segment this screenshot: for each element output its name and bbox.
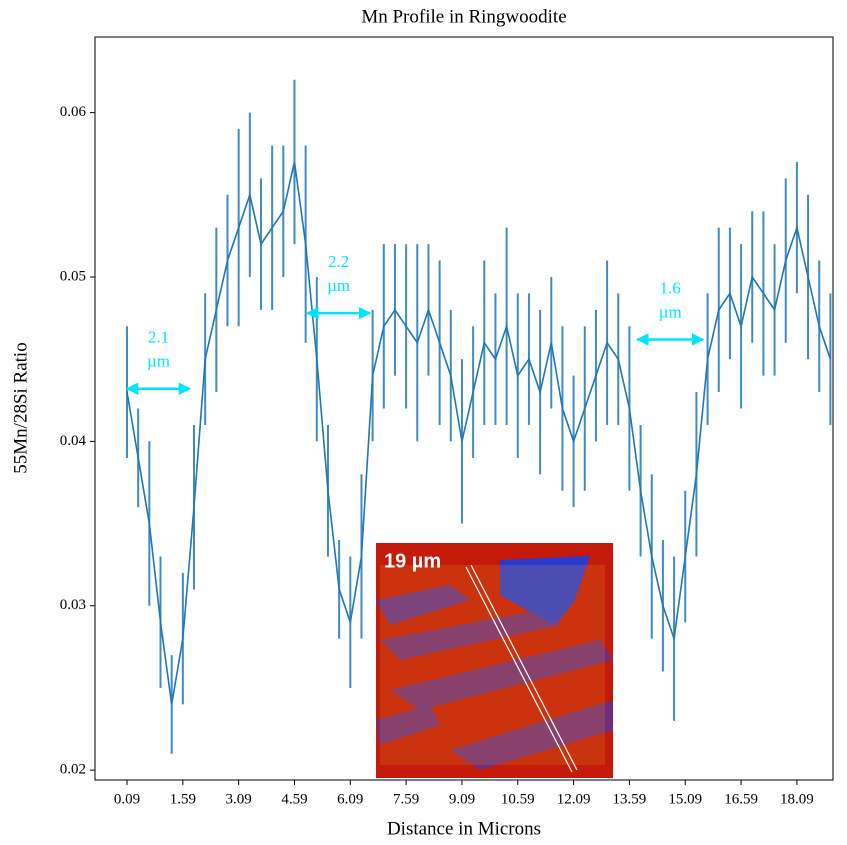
x-tick-label: 7.59 [393, 791, 419, 807]
inset-band [376, 705, 440, 745]
x-tick-label: 9.09 [449, 791, 475, 807]
inset-profile-line [465, 566, 573, 773]
y-tick-label: 0.04 [60, 433, 87, 449]
x-tick-label: 0.09 [114, 791, 140, 807]
inset-image: 19 µm [376, 543, 613, 778]
y-tick-label: 0.02 [60, 762, 86, 778]
x-tick-label: 12.09 [557, 791, 591, 807]
x-tick-label: 6.09 [337, 791, 363, 807]
annotation-text: µm [659, 302, 682, 321]
x-tick-label: 4.59 [281, 791, 307, 807]
x-tick-label: 13.59 [613, 791, 647, 807]
x-tick-label: 16.59 [724, 791, 758, 807]
inset-band [376, 585, 470, 625]
y-tick-label: 0.03 [60, 597, 86, 613]
annotation-text: 1.6 [660, 278, 681, 297]
annotation-text: µm [147, 352, 170, 371]
inset-speckle [380, 565, 605, 765]
x-tick-label: 3.09 [226, 791, 252, 807]
inset-profile-line [470, 564, 578, 771]
data-line [126, 161, 832, 705]
annotation-text: 2.1 [148, 328, 169, 347]
plot-area: 0.02 0.03 0.04 0.05 0.06 0.09 1.59 3.09 4.59 6.09… [60, 36, 834, 807]
axes-frame [94, 36, 834, 781]
inset-grain [500, 556, 590, 626]
x-axis-label: Distance in Microns [387, 818, 541, 839]
chart-title: Mn Profile in Ringwoodite [361, 6, 566, 27]
annotation-text: µm [327, 276, 350, 295]
y-tick-label: 0.06 [60, 104, 87, 120]
inset-band [380, 610, 560, 660]
y-axis-label: 55Mn/28Si Ratio [10, 342, 31, 473]
x-tick-label: 15.09 [668, 791, 702, 807]
annotation-text: 2.2 [328, 252, 349, 271]
y-tick-label: 0.05 [60, 268, 86, 284]
inset-band [390, 640, 613, 710]
x-tick-label: 18.09 [780, 791, 814, 807]
x-tick-label: 10.59 [501, 791, 535, 807]
inset-label: 19 µm [384, 550, 441, 572]
x-tick-label: 1.59 [170, 791, 196, 807]
inset-band [450, 700, 613, 770]
